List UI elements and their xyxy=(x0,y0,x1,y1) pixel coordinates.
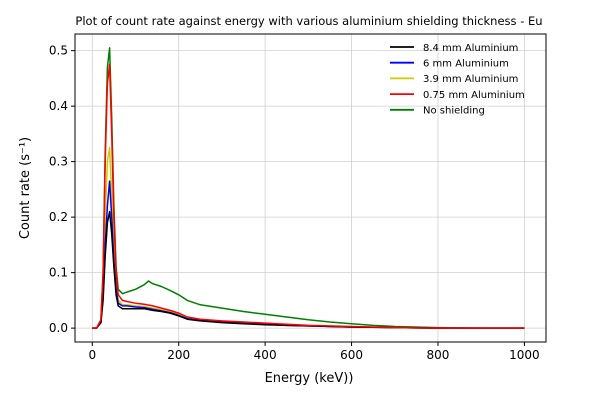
y-axis-label: Count rate (s⁻¹) xyxy=(18,137,33,239)
legend-label: 0.75 mm Aluminium xyxy=(423,90,525,101)
plot-area xyxy=(92,47,525,329)
legend-label: 6 mm Aluminium xyxy=(423,59,509,70)
y-tick-label: 0.2 xyxy=(49,210,68,224)
legend-label: No shielding xyxy=(423,106,485,117)
series-line xyxy=(92,63,525,329)
x-tick-label: 800 xyxy=(427,348,450,362)
x-axis-label: Energy (keV)) xyxy=(265,371,354,386)
axis-ticks: 0 200 400 600 800 1000 0.0 0.1 0.2 0.3 0.4 0.5 xyxy=(49,44,540,362)
x-tick-label: 200 xyxy=(167,348,190,362)
legend-label: 8.4 mm Aluminium xyxy=(423,43,518,54)
y-tick-label: 0.4 xyxy=(49,99,68,113)
plot-frame xyxy=(74,33,547,343)
y-tick-label: 0.3 xyxy=(49,155,68,169)
y-tick-label: 0.1 xyxy=(49,266,68,280)
legend-label: 3.9 mm Aluminium xyxy=(423,74,518,85)
series-line xyxy=(92,47,525,329)
y-tick-label: 0.0 xyxy=(49,321,68,335)
x-tick-label: 400 xyxy=(254,348,277,362)
chart-title: Plot of count rate against energy with v… xyxy=(75,14,542,28)
y-tick-label: 0.5 xyxy=(49,44,68,58)
legend: 8.4 mm Aluminium 6 mm Aluminium 3.9 mm Alu… xyxy=(390,43,525,117)
x-tick-label: 0 xyxy=(88,348,96,362)
x-tick-label: 600 xyxy=(340,348,363,362)
x-tick-label: 1000 xyxy=(509,348,540,362)
grid xyxy=(75,34,546,342)
